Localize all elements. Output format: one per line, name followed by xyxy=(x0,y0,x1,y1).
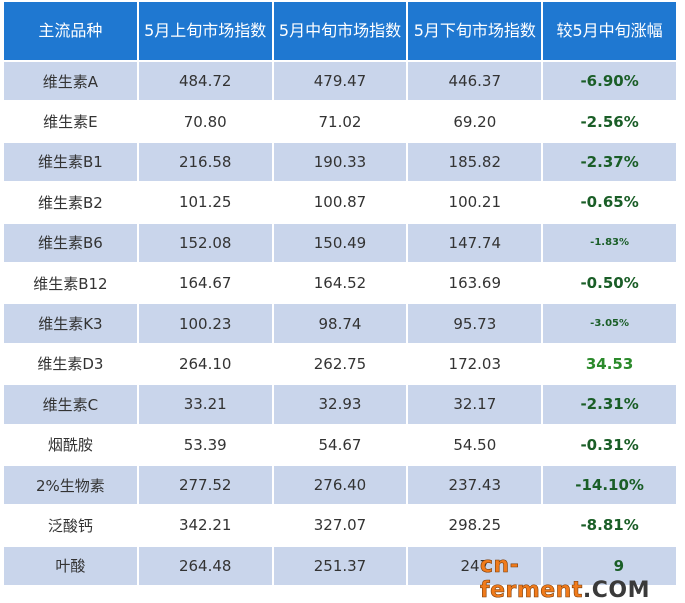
watermark: cn-ferment.COM xyxy=(480,553,685,603)
watermark-main: cn-ferment xyxy=(480,553,583,603)
change-cell: 34.53 xyxy=(541,342,678,386)
change-cell: -2.31% xyxy=(541,383,678,426)
table-row: 维生素A 484.72 479.47 446.37 -6.90% xyxy=(2,59,678,103)
header-cell: 5月上旬市场指数 xyxy=(136,0,274,62)
product-cell: 维生素B2 xyxy=(2,181,139,224)
product-cell: 烟酰胺 xyxy=(2,423,139,466)
index-cell: 150.49 xyxy=(271,221,409,264)
table-row: 维生素B2 101.25 100.87 100.21 -0.65% xyxy=(2,181,678,224)
index-cell: 164.67 xyxy=(136,261,274,305)
product-cell: 泛酸钙 xyxy=(2,504,139,547)
product-cell: 维生素B1 xyxy=(2,140,139,184)
change-cell: -0.50% xyxy=(541,261,678,305)
index-cell: 172.03 xyxy=(406,342,544,386)
header-cell: 5月中旬市场指数 xyxy=(271,0,409,62)
index-cell: 32.17 xyxy=(406,383,544,426)
product-cell: 维生素E xyxy=(2,100,139,143)
vitamin-index-table: 主流品种 5月上旬市场指数 5月中旬市场指数 5月下旬市场指数 较5月中旬涨幅 维生素A… xyxy=(2,0,678,588)
index-cell: 152.08 xyxy=(136,221,274,264)
index-cell: 237.43 xyxy=(406,463,544,507)
index-cell: 216.58 xyxy=(136,140,274,184)
index-cell: 164.52 xyxy=(271,261,409,305)
change-cell: -14.10% xyxy=(541,463,678,507)
index-cell: 71.02 xyxy=(271,100,409,143)
index-cell: 95.73 xyxy=(406,302,544,345)
table-row: 维生素D3 264.10 262.75 172.03 34.53 xyxy=(2,342,678,386)
product-cell: 维生素C xyxy=(2,383,139,426)
table-row: 维生素B6 152.08 150.49 147.74 -1.83% xyxy=(2,221,678,264)
header-cell: 5月下旬市场指数 xyxy=(406,0,544,62)
index-cell: 33.21 xyxy=(136,383,274,426)
index-cell: 100.21 xyxy=(406,181,544,224)
change-cell: 9 xyxy=(541,544,678,588)
table-row: 维生素B12 164.67 164.52 163.69 -0.50% xyxy=(2,261,678,305)
header-cell: 较5月中旬涨幅 xyxy=(541,0,678,62)
change-cell: -0.65% xyxy=(541,181,678,224)
index-cell: 190.33 xyxy=(271,140,409,184)
table-row: 维生素K3 100.23 98.74 95.73 -3.05% xyxy=(2,302,678,345)
index-cell: 262.75 xyxy=(271,342,409,386)
table-row: 烟酰胺 53.39 54.67 54.50 -0.31% xyxy=(2,423,678,466)
change-cell: -8.81% xyxy=(541,504,678,547)
index-cell: 479.47 xyxy=(271,59,409,103)
product-cell: 维生素K3 xyxy=(2,302,139,345)
product-cell: 维生素B6 xyxy=(2,221,139,264)
product-cell: 维生素A xyxy=(2,59,139,103)
table-row: 2%生物素 277.52 276.40 237.43 -14.10% xyxy=(2,463,678,507)
index-cell: 100.87 xyxy=(271,181,409,224)
change-cell: -6.90% xyxy=(541,59,678,103)
index-cell: 298.25 xyxy=(406,504,544,547)
index-cell: 251.37 xyxy=(271,544,409,588)
table-row: 泛酸钙 342.21 327.07 298.25 -8.81% xyxy=(2,504,678,547)
index-cell: 101.25 xyxy=(136,181,274,224)
index-cell: 247 xyxy=(406,544,544,588)
index-cell: 98.74 xyxy=(271,302,409,345)
index-cell: 277.52 xyxy=(136,463,274,507)
product-cell: 维生素B12 xyxy=(2,261,139,305)
table-row: 维生素B1 216.58 190.33 185.82 -2.37% xyxy=(2,140,678,184)
index-cell: 327.07 xyxy=(271,504,409,547)
watermark-suffix: .COM xyxy=(582,578,650,603)
header-row: 主流品种 5月上旬市场指数 5月中旬市场指数 5月下旬市场指数 较5月中旬涨幅 xyxy=(2,0,678,62)
table-body: 维生素A 484.72 479.47 446.37 -6.90% 维生素E 70.80 71.… xyxy=(2,59,678,588)
change-cell: -0.31% xyxy=(541,423,678,466)
change-cell: -2.56% xyxy=(541,100,678,143)
index-cell: 69.20 xyxy=(406,100,544,143)
index-cell: 100.23 xyxy=(136,302,274,345)
change-cell: -1.83% xyxy=(541,221,678,264)
change-cell: -2.37% xyxy=(541,140,678,184)
index-cell: 147.74 xyxy=(406,221,544,264)
index-cell: 70.80 xyxy=(136,100,274,143)
index-cell: 163.69 xyxy=(406,261,544,305)
index-cell: 276.40 xyxy=(271,463,409,507)
index-cell: 54.50 xyxy=(406,423,544,466)
index-cell: 32.93 xyxy=(271,383,409,426)
product-cell: 叶酸 xyxy=(2,544,139,588)
index-cell: 264.48 xyxy=(136,544,274,588)
index-cell: 53.39 xyxy=(136,423,274,466)
index-cell: 264.10 xyxy=(136,342,274,386)
index-cell: 484.72 xyxy=(136,59,274,103)
product-cell: 2%生物素 xyxy=(2,463,139,507)
change-cell: -3.05% xyxy=(541,302,678,345)
index-cell: 446.37 xyxy=(406,59,544,103)
header-cell: 主流品种 xyxy=(2,0,139,62)
index-cell: 185.82 xyxy=(406,140,544,184)
table-row: 维生素E 70.80 71.02 69.20 -2.56% xyxy=(2,100,678,143)
product-cell: 维生素D3 xyxy=(2,342,139,386)
index-cell: 342.21 xyxy=(136,504,274,547)
index-cell: 54.67 xyxy=(271,423,409,466)
table-row: 维生素C 33.21 32.93 32.17 -2.31% xyxy=(2,383,678,426)
table-row: 叶酸 264.48 251.37 247 9 xyxy=(2,544,678,588)
